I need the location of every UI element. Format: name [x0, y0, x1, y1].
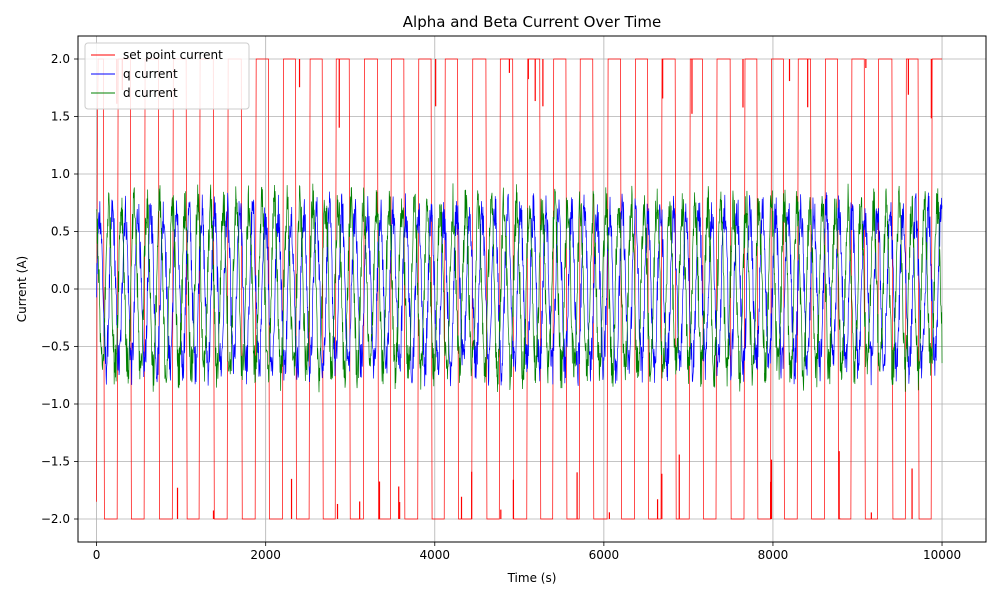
y-tick-label: −1.0: [41, 397, 70, 411]
legend: set point current q current d current: [84, 42, 250, 110]
x-tick-label: 6000: [589, 548, 620, 562]
y-tick-label: 2.0: [51, 52, 70, 66]
legend-label-set-point-current: set point current: [123, 48, 223, 62]
legend-label-d-current: d current: [123, 86, 178, 100]
y-tick-label: 0.5: [51, 225, 70, 239]
y-tick-label: −0.5: [41, 340, 70, 354]
x-tick-label: 4000: [420, 548, 451, 562]
y-axis-title: Current (A): [15, 256, 29, 322]
ticks: 0 2000 4000 6000 8000 10000 −2.0 −1.5 −1.0 −0.5 0.…: [41, 52, 961, 562]
y-tick-label: 0.0: [51, 282, 70, 296]
legend-label-q-current: q current: [123, 67, 178, 81]
x-tick-label: 0: [93, 548, 101, 562]
y-tick-label: −1.5: [41, 455, 70, 469]
x-tick-label: 2000: [250, 548, 281, 562]
series-line-d-current: [96, 183, 943, 393]
x-tick-label: 10000: [923, 548, 961, 562]
x-tick-label: 8000: [758, 548, 789, 562]
chart-title: Alpha and Beta Current Over Time: [403, 13, 661, 31]
series-line-q-current: [96, 191, 943, 387]
y-tick-label: 1.5: [51, 110, 70, 124]
legend-box: [84, 42, 250, 110]
y-tick-label: 1.0: [51, 167, 70, 181]
x-axis-title: Time (s): [507, 571, 557, 585]
y-tick-label: −2.0: [41, 512, 70, 526]
grid: [78, 36, 986, 542]
